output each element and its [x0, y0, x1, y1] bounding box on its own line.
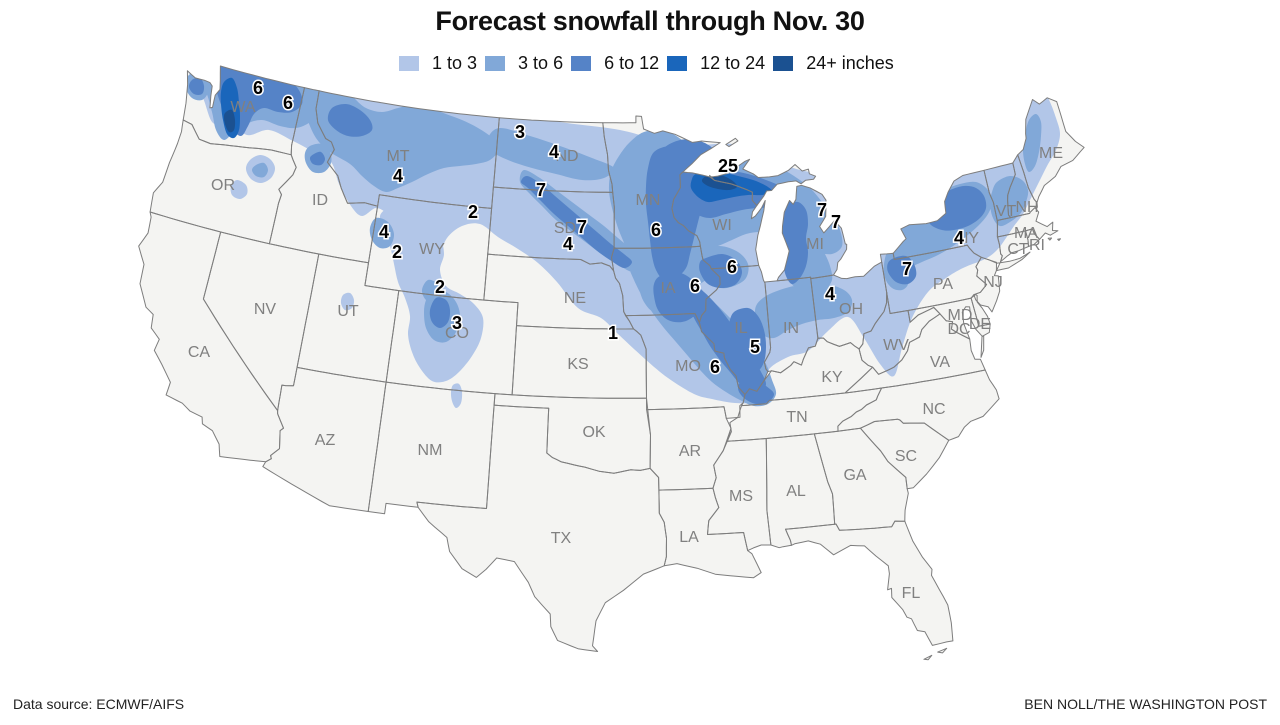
svg-text:IA: IA [660, 280, 675, 297]
svg-text:7: 7 [577, 217, 587, 237]
svg-text:ID: ID [312, 192, 328, 209]
svg-text:VA: VA [930, 354, 950, 371]
svg-text:2: 2 [435, 277, 445, 297]
svg-text:IN: IN [783, 320, 799, 337]
svg-text:MT: MT [386, 148, 409, 165]
svg-text:4: 4 [825, 284, 835, 304]
svg-text:FL: FL [902, 585, 921, 602]
svg-text:6: 6 [283, 93, 293, 113]
svg-text:6: 6 [727, 257, 737, 277]
svg-text:NJ: NJ [983, 274, 1003, 291]
svg-text:PA: PA [933, 276, 953, 293]
svg-text:WY: WY [419, 241, 445, 258]
svg-text:WV: WV [883, 337, 909, 354]
svg-text:MO: MO [675, 358, 701, 375]
svg-text:MD: MD [948, 307, 973, 324]
svg-text:OR: OR [211, 177, 235, 194]
svg-text:IL: IL [734, 320, 747, 337]
svg-text:7: 7 [902, 259, 912, 279]
svg-text:OH: OH [839, 301, 863, 318]
svg-text:4: 4 [549, 142, 559, 162]
svg-text:AZ: AZ [315, 432, 336, 449]
svg-text:DE: DE [969, 316, 991, 333]
svg-text:ND: ND [555, 148, 578, 165]
svg-text:NV: NV [254, 301, 277, 318]
svg-text:UT: UT [337, 303, 359, 320]
svg-text:CA: CA [188, 344, 211, 361]
svg-text:4: 4 [563, 234, 573, 254]
svg-text:NH: NH [1015, 199, 1038, 216]
svg-text:DC: DC [947, 321, 970, 338]
svg-text:SD: SD [554, 220, 576, 237]
svg-text:MS: MS [729, 488, 753, 505]
svg-text:1: 1 [608, 323, 618, 343]
svg-text:4: 4 [393, 166, 403, 186]
svg-text:3: 3 [452, 313, 462, 333]
svg-text:LA: LA [679, 529, 699, 546]
svg-text:KS: KS [567, 356, 588, 373]
svg-text:6: 6 [253, 78, 263, 98]
svg-text:6: 6 [690, 276, 700, 296]
svg-text:TN: TN [786, 409, 807, 426]
svg-text:GA: GA [843, 467, 866, 484]
svg-text:NM: NM [418, 442, 443, 459]
svg-text:7: 7 [831, 212, 841, 232]
svg-text:2: 2 [468, 202, 478, 222]
svg-text:SC: SC [895, 448, 917, 465]
svg-text:WA: WA [230, 99, 256, 116]
svg-text:MA: MA [1014, 225, 1038, 242]
svg-text:AL: AL [786, 483, 806, 500]
svg-text:NC: NC [922, 401, 945, 418]
svg-text:ME: ME [1039, 145, 1063, 162]
svg-text:7: 7 [817, 200, 827, 220]
svg-text:25: 25 [718, 156, 738, 176]
svg-text:3: 3 [515, 122, 525, 142]
svg-text:WI: WI [712, 217, 732, 234]
svg-text:OK: OK [582, 424, 605, 441]
svg-text:CT: CT [1007, 241, 1029, 258]
svg-text:RI: RI [1029, 237, 1045, 254]
svg-text:6: 6 [651, 220, 661, 240]
svg-text:7: 7 [536, 180, 546, 200]
svg-text:AR: AR [679, 443, 701, 460]
svg-text:6: 6 [710, 357, 720, 377]
svg-text:KY: KY [821, 369, 843, 386]
svg-text:4: 4 [954, 228, 964, 248]
svg-text:MN: MN [636, 192, 661, 209]
svg-text:5: 5 [750, 337, 760, 357]
svg-text:2: 2 [392, 242, 402, 262]
svg-text:NE: NE [564, 290, 586, 307]
svg-text:VT: VT [996, 203, 1017, 220]
svg-text:CO: CO [445, 325, 469, 342]
svg-text:MI: MI [806, 236, 824, 253]
svg-text:4: 4 [379, 222, 389, 242]
svg-text:NY: NY [957, 230, 980, 247]
svg-text:TX: TX [551, 530, 572, 547]
